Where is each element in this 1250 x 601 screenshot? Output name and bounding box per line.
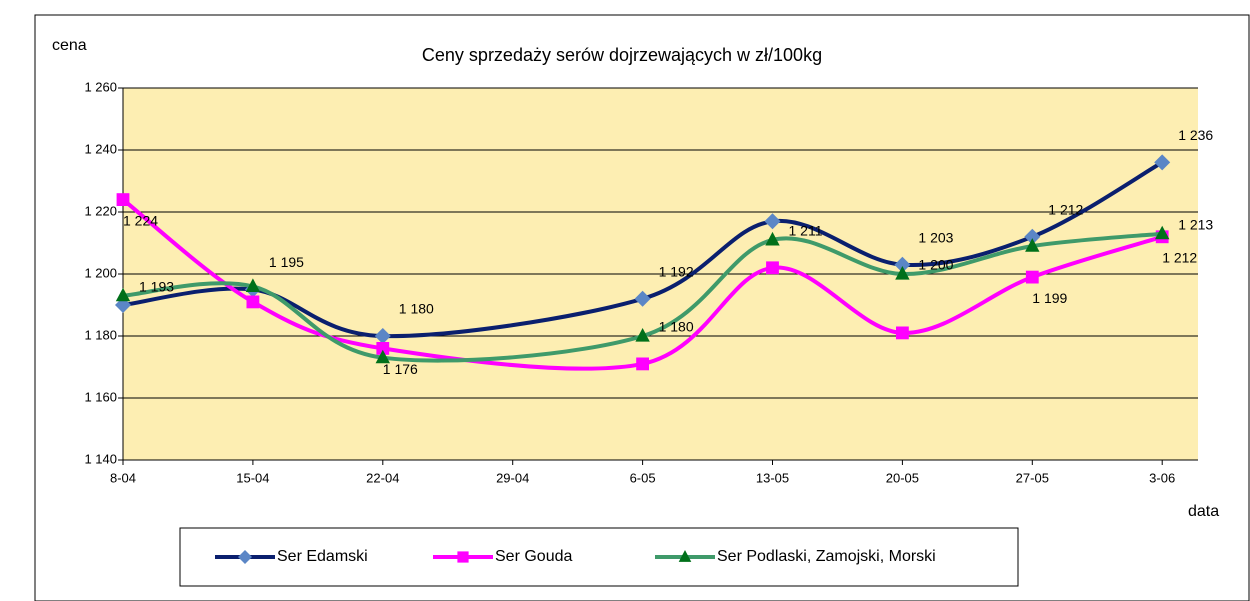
data-label: 1 199 xyxy=(1032,290,1067,306)
y-axis-title: cena xyxy=(52,37,87,54)
marker xyxy=(246,295,260,309)
marker xyxy=(1155,225,1170,240)
marker xyxy=(1025,238,1040,252)
data-label: 1 180 xyxy=(659,319,694,335)
marker xyxy=(895,266,910,280)
data-label: 1 212 xyxy=(1162,250,1197,266)
y-tick-label: 1 140 xyxy=(84,451,117,466)
x-tick-label: 13-05 xyxy=(756,470,789,485)
x-tick-label: 20-05 xyxy=(886,470,919,485)
x-tick-label: 6-05 xyxy=(630,470,656,485)
data-label: 1 224 xyxy=(123,212,158,228)
x-tick-label: 15-04 xyxy=(236,470,269,485)
marker xyxy=(1154,154,1171,171)
data-label: 1 195 xyxy=(269,254,304,270)
y-tick-label: 1 180 xyxy=(84,327,117,342)
series-line xyxy=(122,231,1163,363)
marker xyxy=(894,256,911,273)
data-label: 1 213 xyxy=(1178,216,1213,232)
data-label: 1 180 xyxy=(399,301,434,317)
marker xyxy=(115,287,131,302)
marker xyxy=(635,328,650,342)
x-tick-label: 8-04 xyxy=(110,470,136,485)
marker xyxy=(457,551,469,563)
series-line xyxy=(121,198,1163,371)
data-label: 1 212 xyxy=(1048,202,1083,218)
marker xyxy=(374,328,391,344)
data-label: 1 176 xyxy=(383,361,418,377)
data-label: 1 193 xyxy=(139,278,174,294)
marker xyxy=(245,278,261,292)
y-tick-label: 1 240 xyxy=(84,141,117,156)
marker xyxy=(1024,228,1041,245)
marker xyxy=(678,550,692,562)
marker xyxy=(636,357,649,371)
data-label: 1 203 xyxy=(918,229,953,245)
x-tick-label: 29-04 xyxy=(496,470,529,485)
marker xyxy=(1025,270,1039,284)
marker xyxy=(766,261,779,275)
chart-title: Ceny sprzedaży serów dojrzewających w zł… xyxy=(422,45,822,65)
y-tick-label: 1 160 xyxy=(84,389,117,404)
data-label: 1 236 xyxy=(1178,127,1213,143)
legend-box xyxy=(179,527,1019,587)
marker xyxy=(116,193,130,206)
legend-label: Ser Gouda xyxy=(495,548,572,565)
x-tick-label: 27-05 xyxy=(1016,470,1049,485)
data-label: 1 192 xyxy=(659,264,694,280)
marker xyxy=(764,213,781,230)
marker xyxy=(238,550,252,564)
y-tick-label: 1 220 xyxy=(84,203,117,218)
marker xyxy=(376,342,390,355)
x-tick-label: 22-04 xyxy=(366,470,399,485)
legend-label: Ser Edamski xyxy=(277,548,368,565)
marker xyxy=(765,231,780,246)
plot-area xyxy=(115,87,1198,465)
y-tick-label: 1 260 xyxy=(84,79,117,94)
marker xyxy=(375,349,390,364)
data-label: 1 211 xyxy=(789,223,823,239)
x-tick-label: 3-06 xyxy=(1149,470,1175,485)
marker xyxy=(896,326,909,340)
data-label: 1 200 xyxy=(918,257,953,273)
legend-label: Ser Podlaski, Zamojski, Morski xyxy=(717,548,936,565)
marker xyxy=(634,290,651,307)
y-tick-label: 1 200 xyxy=(84,265,117,280)
x-axis-title: data xyxy=(1188,503,1219,520)
